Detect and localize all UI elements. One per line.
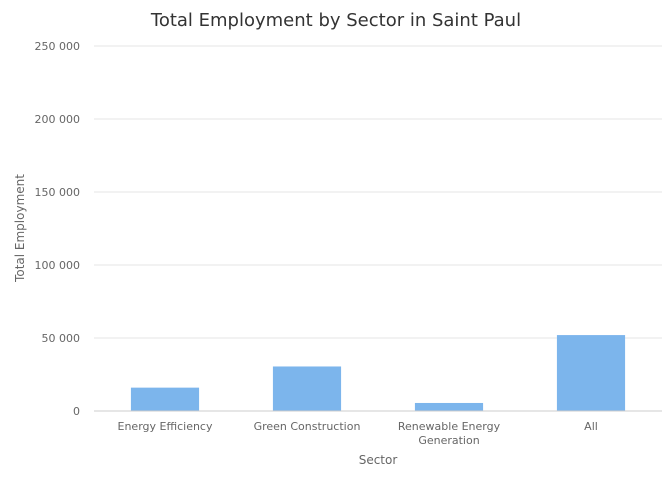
y-tick-label: 200 000	[35, 113, 81, 126]
bars	[130, 335, 626, 411]
y-tick-label: 100 000	[35, 259, 81, 272]
y-axis-ticks: 0 50 000 100 000 150 000 200 000 250 000	[35, 40, 81, 418]
x-axis-title: Sector	[359, 453, 398, 467]
x-tick-label: All	[584, 420, 598, 433]
y-tick-label: 50 000	[42, 332, 81, 345]
chart-title: Total Employment by Sector in Saint Paul	[150, 10, 521, 31]
bar	[272, 366, 342, 411]
y-tick-label: 250 000	[35, 40, 81, 53]
bar	[130, 387, 200, 411]
x-tick-label: Green Construction	[254, 420, 361, 433]
y-tick-label: 0	[73, 405, 80, 418]
bar	[556, 335, 626, 411]
gridlines	[94, 45, 662, 339]
x-tick-label: Renewable Energy Generation	[398, 420, 501, 447]
x-axis-ticks: Energy Efficiency Green Construction Renew…	[118, 420, 598, 447]
bar	[414, 402, 484, 411]
y-axis-title: Total Employment	[13, 174, 27, 283]
y-tick-label: 150 000	[35, 186, 81, 199]
x-tick-label: Energy Efficiency	[118, 420, 213, 433]
